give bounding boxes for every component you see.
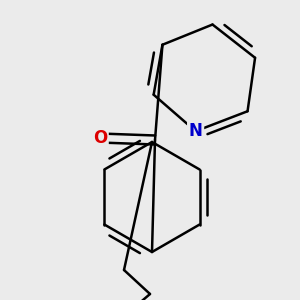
Text: O: O [93,129,107,147]
Text: N: N [189,122,202,140]
